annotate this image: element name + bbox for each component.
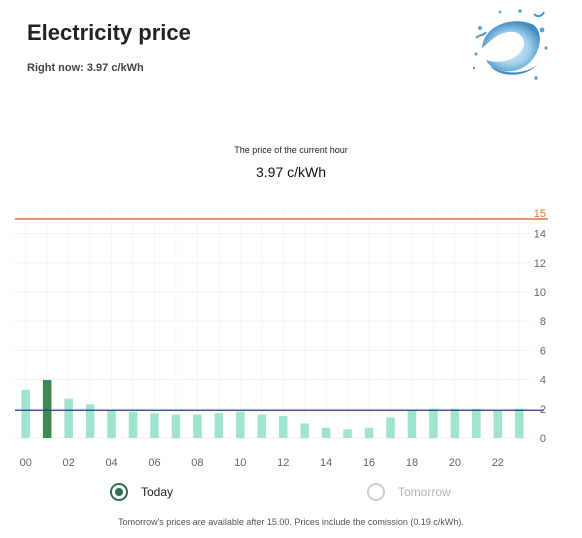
- y-tick-label: 8: [540, 316, 546, 328]
- bar: [107, 410, 116, 438]
- y-tick-label: 10: [534, 287, 546, 299]
- bar: [150, 413, 159, 438]
- bar: [64, 398, 73, 438]
- bar: [429, 408, 438, 438]
- bar: [472, 408, 481, 438]
- bar: [450, 408, 460, 438]
- tomorrow-label[interactable]: Tomorrow: [398, 485, 451, 499]
- x-tick-label: 16: [363, 457, 375, 469]
- today-radio[interactable]: [110, 483, 128, 501]
- x-tick-label: 18: [406, 457, 418, 469]
- y-tick-label: 2: [540, 404, 546, 416]
- x-tick-label: 04: [105, 457, 117, 469]
- x-tick-label: 10: [234, 457, 246, 469]
- tomorrow-radio[interactable]: [367, 483, 385, 501]
- bar: [257, 414, 267, 438]
- bar: [300, 423, 309, 438]
- bar: [407, 410, 417, 438]
- bar-current-hour: [42, 380, 52, 438]
- bar: [343, 429, 352, 438]
- y-tick-label: 6: [540, 345, 546, 357]
- bar: [386, 417, 395, 438]
- bar: [364, 427, 374, 438]
- x-tick-label: 06: [148, 457, 160, 469]
- footnote: Tomorrow's prices are available after 15…: [118, 517, 464, 527]
- current-hour-price: 3.97 c/kWh: [255, 164, 327, 180]
- bar: [236, 411, 245, 438]
- bar: [214, 413, 224, 438]
- current-hour-label: The price of the current hour: [234, 145, 348, 155]
- bar: [193, 414, 202, 438]
- threshold-label: 15: [534, 208, 546, 220]
- bar: [85, 404, 95, 438]
- bar: [171, 414, 181, 438]
- bar: [493, 410, 503, 438]
- x-tick-label: 08: [191, 457, 203, 469]
- y-tick-label: 12: [534, 258, 546, 270]
- day-toggle: Today Tomorrow: [0, 483, 582, 505]
- page-title: Electricity price: [27, 20, 191, 45]
- y-tick-label: 14: [534, 229, 546, 241]
- current-price-summary: Right now: 3.97 c/kWh: [27, 62, 144, 74]
- bar: [128, 411, 138, 438]
- y-tick-label: 0: [540, 433, 546, 445]
- x-tick-label: 14: [320, 457, 332, 469]
- bar: [278, 416, 288, 438]
- x-tick-label: 20: [449, 457, 461, 469]
- x-tick-label: 22: [492, 457, 504, 469]
- x-tick-label: 02: [63, 457, 75, 469]
- bar: [515, 408, 524, 438]
- water-splash-logo: [472, 9, 548, 80]
- bar: [321, 427, 331, 438]
- x-tick-label: 00: [20, 457, 32, 469]
- today-label[interactable]: Today: [141, 485, 174, 499]
- y-tick-label: 4: [540, 375, 546, 387]
- bar: [21, 389, 30, 438]
- x-tick-label: 12: [277, 457, 289, 469]
